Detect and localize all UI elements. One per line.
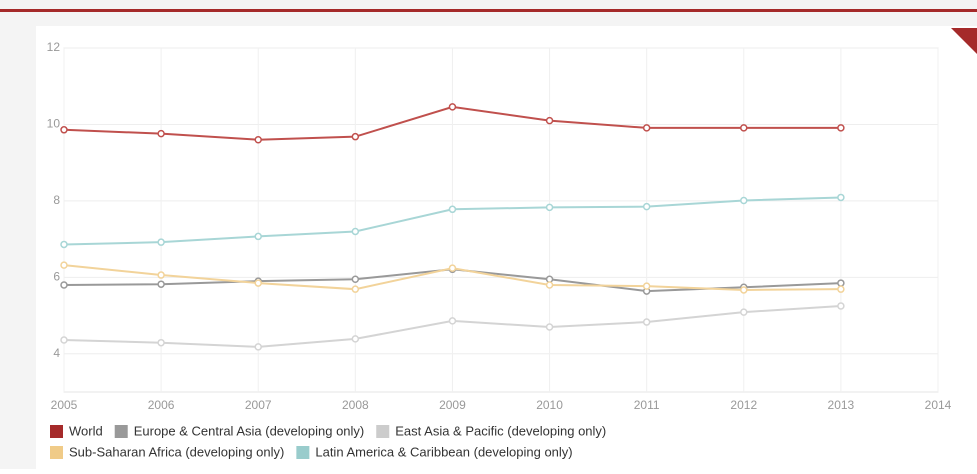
data-point — [60, 336, 68, 344]
data-point — [740, 286, 748, 294]
corner-icon[interactable] — [951, 28, 977, 54]
x-tick-label: 2009 — [439, 398, 466, 412]
data-point — [545, 281, 554, 289]
y-tick-label: 10 — [47, 117, 61, 131]
data-point — [351, 285, 360, 293]
x-tick-label: 2005 — [51, 398, 78, 412]
data-point — [157, 238, 165, 246]
x-tick-label: 2012 — [730, 398, 757, 412]
legend-label: Sub-Saharan Africa (developing only) — [69, 444, 284, 459]
data-point — [254, 279, 262, 287]
data-point — [60, 261, 68, 269]
data-point — [837, 285, 845, 293]
x-tick-label: 2013 — [828, 398, 855, 412]
data-point — [740, 196, 748, 205]
y-tick-label: 6 — [53, 270, 60, 284]
x-tick-label: 2006 — [148, 398, 175, 412]
x-tick-label: 2014 — [925, 398, 952, 412]
data-point — [60, 281, 68, 289]
data-point — [837, 193, 845, 202]
data-point — [642, 202, 651, 211]
data-point — [254, 343, 262, 351]
data-point — [837, 279, 845, 287]
data-point — [351, 132, 360, 141]
legend-swatch[interactable] — [376, 425, 390, 438]
data-point — [351, 227, 360, 236]
x-tick-label: 2007 — [245, 398, 272, 412]
data-point — [448, 103, 457, 111]
data-point — [254, 232, 262, 241]
data-point — [448, 264, 457, 272]
data-point — [60, 240, 68, 249]
data-point — [157, 280, 165, 288]
data-point — [60, 126, 68, 134]
x-tick-label: 2008 — [342, 398, 369, 412]
legend-label: Latin America & Caribbean (developing on… — [315, 444, 572, 459]
y-tick-label: 8 — [53, 193, 60, 207]
x-tick-label: 2011 — [634, 398, 660, 412]
data-point — [157, 129, 165, 138]
data-point — [448, 317, 457, 325]
chart-panel — [36, 26, 977, 469]
data-point — [448, 205, 457, 214]
data-point — [545, 323, 554, 331]
x-tick-label: 2010 — [536, 398, 563, 412]
data-point — [545, 116, 554, 125]
data-point — [254, 135, 262, 144]
y-tick-label: 4 — [53, 346, 60, 360]
y-tick-label: 12 — [47, 40, 61, 54]
legend-label: Europe & Central Asia (developing only) — [134, 423, 365, 438]
data-point — [642, 124, 651, 132]
data-point — [740, 124, 748, 132]
legend-label: World — [69, 423, 103, 438]
legend-label: East Asia & Pacific (developing only) — [395, 423, 606, 438]
top-bar — [0, 9, 977, 12]
data-point — [642, 282, 651, 290]
data-point — [157, 271, 165, 279]
data-point — [157, 338, 165, 347]
data-point — [351, 335, 360, 343]
data-point — [545, 203, 554, 212]
data-point — [837, 124, 845, 132]
data-point — [351, 275, 360, 283]
legend-swatch[interactable] — [50, 446, 63, 459]
legend-swatch[interactable] — [296, 446, 310, 459]
data-point — [837, 302, 845, 310]
data-point — [642, 318, 651, 326]
legend-swatch[interactable] — [50, 425, 63, 438]
data-point — [740, 308, 748, 316]
legend-swatch[interactable] — [114, 425, 128, 438]
